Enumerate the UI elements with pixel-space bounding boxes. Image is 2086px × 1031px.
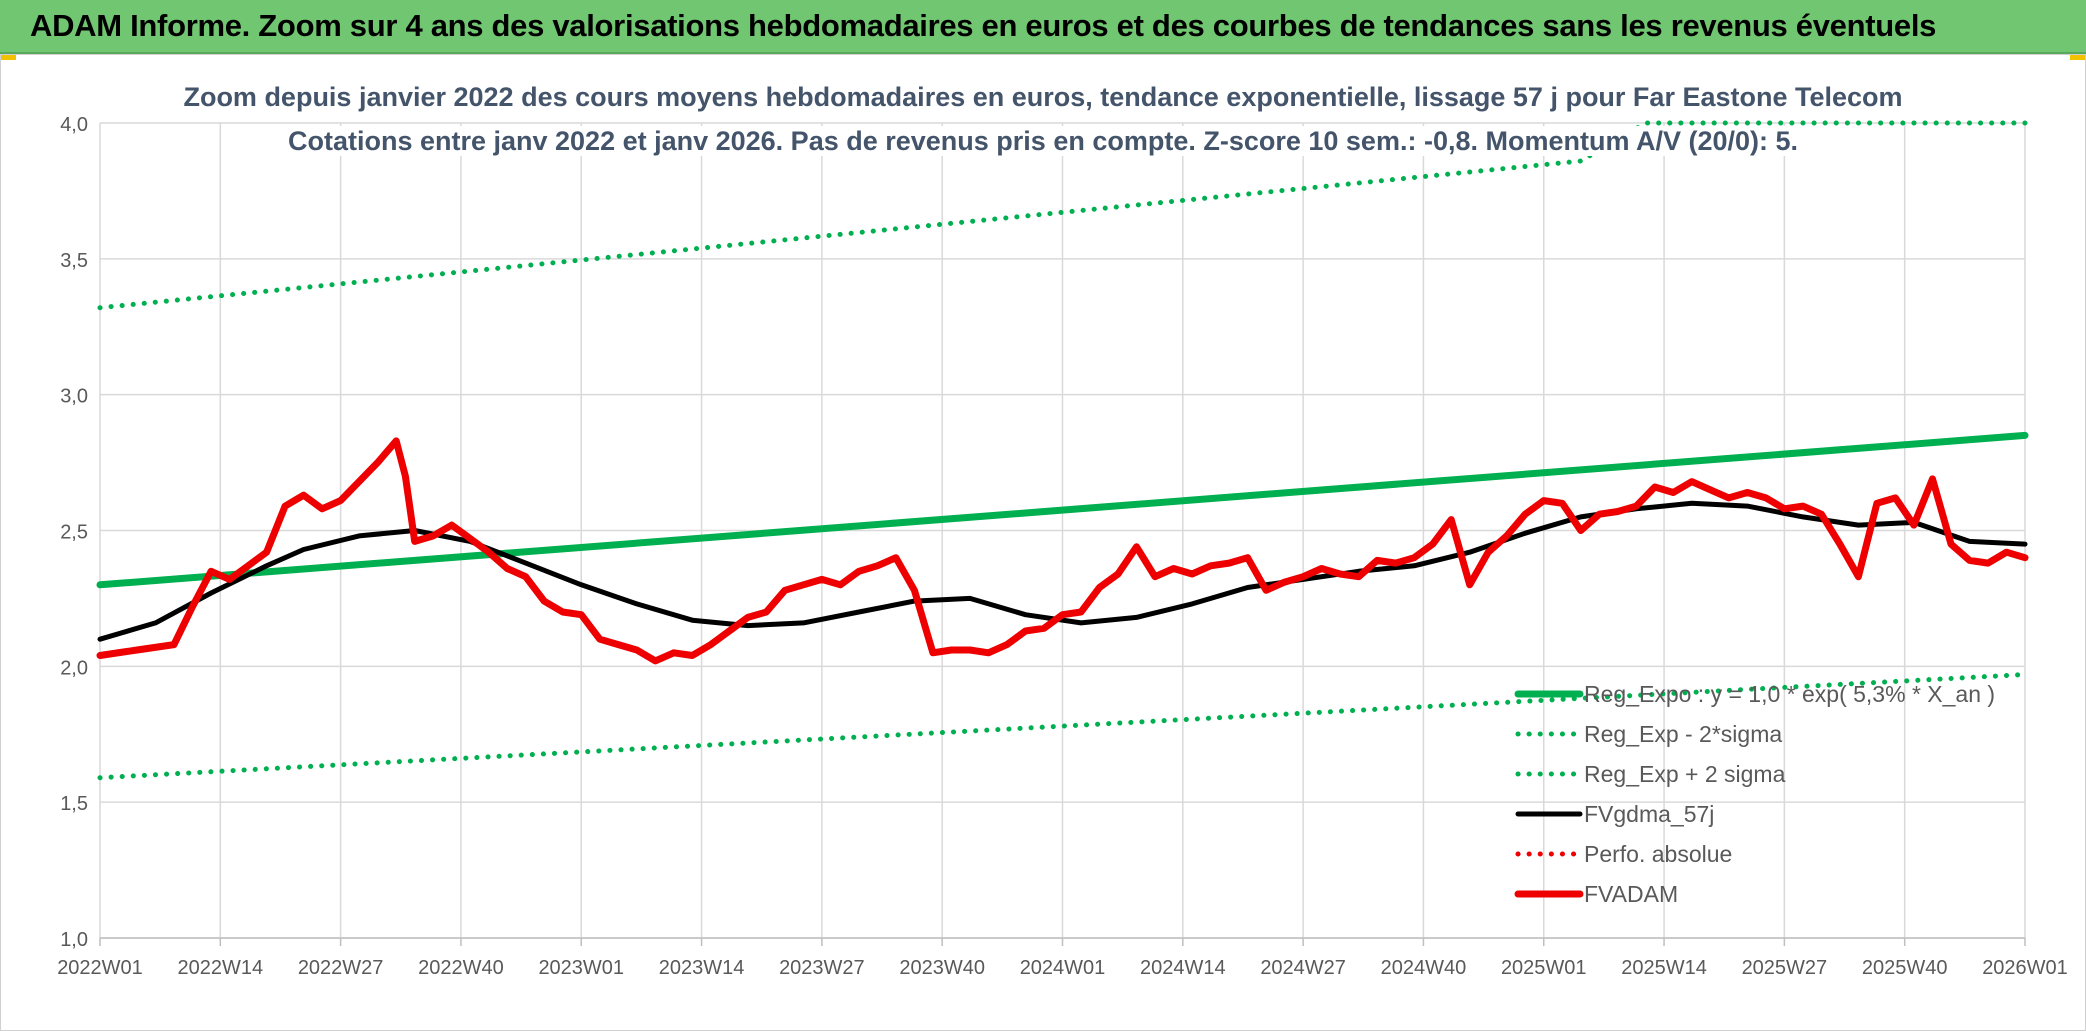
legend-label: Reg_Exp - 2*sigma	[1584, 721, 1782, 747]
corner-mark-right	[2070, 54, 2086, 60]
x-tick-label: 2025W40	[1862, 957, 1948, 979]
series-line-5	[96, 437, 2029, 665]
x-tick-label: 2022W14	[178, 957, 264, 979]
y-tick-label: 2,0	[60, 657, 88, 679]
x-tick-label: 2026W01	[1982, 957, 2068, 979]
x-tick-label: 2024W40	[1381, 957, 1467, 979]
corner-mark-left	[0, 54, 16, 60]
legend-label: FVADAM	[1584, 881, 1678, 907]
x-tick-label: 2022W01	[57, 957, 143, 979]
legend-label: Reg_Expo : y = 1,0 * exp( 5,3% * X_an )	[1584, 681, 1995, 707]
x-tick-label: 2023W27	[779, 957, 865, 979]
series-line-0	[96, 431, 2029, 589]
series-line-2	[97, 120, 2028, 311]
x-tick-label: 2025W14	[1621, 957, 1707, 979]
chart-subtitle-text: Cotations entre janv 2022 et janv 2026. …	[281, 126, 1805, 156]
page-title: ADAM Informe. Zoom sur 4 ans des valoris…	[30, 8, 1937, 43]
x-tick-label: 2023W40	[899, 957, 985, 979]
x-tick-label: 2024W01	[1020, 957, 1106, 979]
series-group	[96, 120, 2029, 781]
x-tick-label: 2023W14	[659, 957, 745, 979]
y-tick-label: 3,5	[60, 250, 88, 272]
y-tick-label: 2,5	[60, 522, 88, 544]
series-line-1	[97, 672, 2028, 781]
y-tick-label: 3,0	[60, 386, 88, 408]
y-tick-label: 1,0	[60, 929, 88, 951]
x-tick-label: 2025W01	[1501, 957, 1587, 979]
legend-label: FVgdma_57j	[1584, 801, 1714, 827]
x-tick-label: 2022W40	[418, 957, 504, 979]
y-tick-label: 1,5	[60, 793, 88, 815]
legend-label: Perfo. absolue	[1584, 841, 1732, 867]
legend-label: Reg_Exp + 2 sigma	[1584, 761, 1786, 787]
chart-subtitle: Cotations entre janv 2022 et janv 2026. …	[0, 126, 2086, 157]
chart-title: Zoom depuis janvier 2022 des cours moyen…	[0, 82, 2086, 113]
x-tick-label: 2025W27	[1742, 957, 1828, 979]
x-tick-label: 2022W27	[298, 957, 384, 979]
legend: Reg_Expo : y = 1,0 * exp( 5,3% * X_an ) R…	[1514, 681, 1995, 907]
x-tick-label: 2023W01	[538, 957, 624, 979]
y-axis-ticks: 1,0 1,5 2,0 2,5 3,0 3,5 4,0	[60, 114, 88, 951]
x-axis-ticks: 2022W01 2022W14 2022W27 2022W40 2023W01 2023W…	[57, 957, 2068, 979]
y-tick-label: 4,0	[60, 114, 88, 136]
chart-title-text: Zoom depuis janvier 2022 des cours moyen…	[177, 82, 1909, 112]
header-banner: ADAM Informe. Zoom sur 4 ans des valoris…	[0, 0, 2086, 54]
x-tick-label: 2024W27	[1260, 957, 1346, 979]
x-tick-label: 2024W14	[1140, 957, 1226, 979]
